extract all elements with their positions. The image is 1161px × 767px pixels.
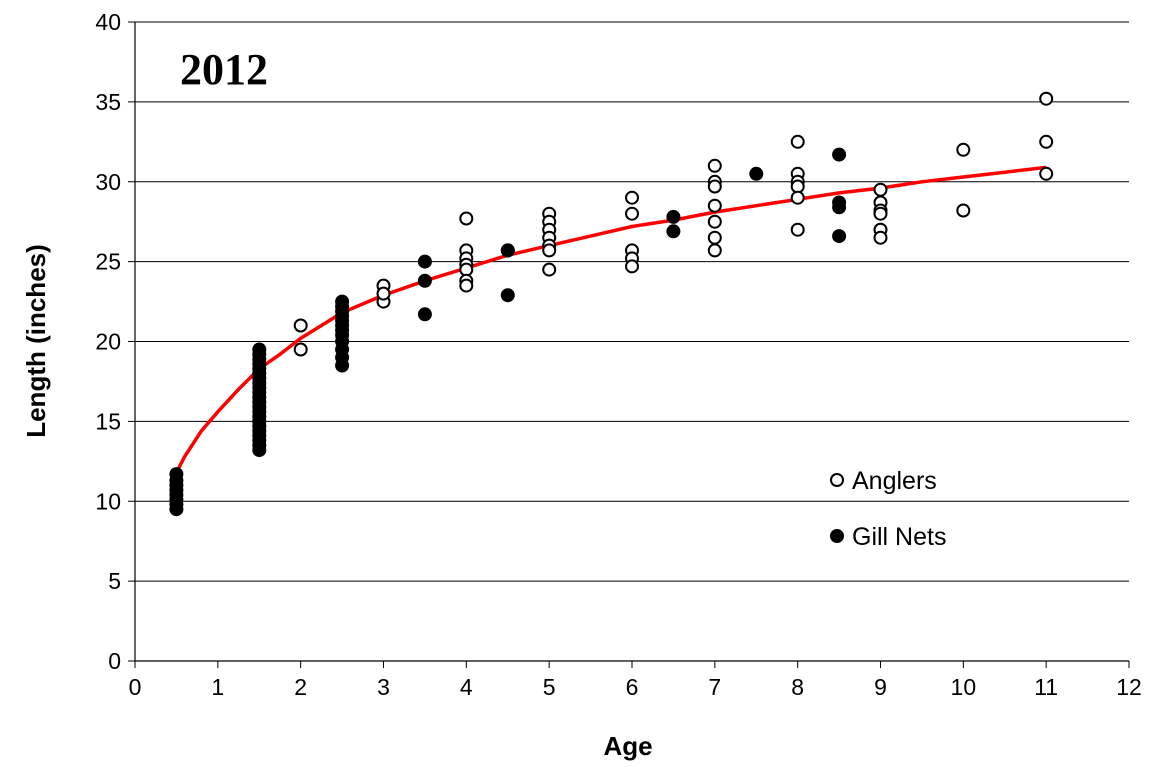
anglers-point-28 (707, 198, 722, 213)
gill-nets-point-53 (832, 229, 847, 244)
x-tick-label-12: 12 (1116, 674, 1142, 700)
anglers-point-18 (542, 243, 557, 258)
gill-nets-point-47 (666, 209, 681, 224)
gill-nets-point-44 (417, 307, 432, 322)
gill-nets-point-7 (169, 502, 184, 517)
x-tick-label-9: 9 (874, 674, 887, 700)
legend-gill-nets-marker (830, 529, 844, 543)
gill-nets-point-41 (335, 358, 350, 373)
gill-nets-point-50 (832, 147, 847, 162)
x-tick-label-6: 6 (626, 674, 639, 700)
legend-anglers-marker (830, 473, 844, 487)
anglers-point-41 (873, 206, 888, 221)
x-tick-label-7: 7 (708, 674, 721, 700)
x-tick-label-5: 5 (543, 674, 556, 700)
anglers-point-27 (707, 179, 722, 194)
y-tick-label-10: 10 (95, 488, 121, 514)
anglers-point-32 (790, 134, 805, 149)
anglers-point-0 (293, 318, 308, 333)
y-tick-label-20: 20 (95, 329, 121, 355)
gill-nets-point-42 (417, 254, 432, 269)
anglers-point-11 (459, 278, 474, 293)
y-tick-label-35: 35 (95, 89, 121, 115)
x-axis-title: Age (603, 731, 652, 761)
x-tick-label-10: 10 (951, 674, 977, 700)
marker-layer (169, 91, 1054, 517)
anglers-point-44 (956, 142, 971, 157)
anglers-point-30 (707, 230, 722, 245)
anglers-point-36 (790, 190, 805, 205)
y-tick-label-5: 5 (108, 568, 121, 594)
x-tick-label-1: 1 (211, 674, 224, 700)
anglers-point-38 (873, 182, 888, 197)
anglers-point-29 (707, 214, 722, 229)
grid-layer (135, 21, 1129, 582)
x-tick-label-3: 3 (377, 674, 390, 700)
anglers-point-43 (873, 230, 888, 245)
chart-title: 2012 (180, 45, 268, 94)
gill-nets-point-45 (500, 243, 515, 258)
legend-anglers-label: Anglers (852, 467, 937, 495)
x-tick-label-0: 0 (129, 674, 142, 700)
gill-nets-point-29 (252, 443, 267, 458)
x-tick-label-2: 2 (294, 674, 307, 700)
legend: Anglers Gill Nets (830, 467, 946, 551)
y-tick-label-40: 40 (95, 9, 121, 35)
x-tick-label-8: 8 (791, 674, 804, 700)
anglers-point-25 (707, 158, 722, 173)
anglers-point-48 (1039, 166, 1054, 181)
anglers-point-5 (459, 211, 474, 226)
anglers-point-21 (625, 206, 639, 221)
y-tick-label-25: 25 (95, 249, 121, 275)
y-tick-label-15: 15 (95, 408, 121, 434)
anglers-point-37 (790, 222, 805, 237)
y-tick-label-0: 0 (108, 648, 121, 674)
anglers-point-4 (376, 286, 391, 301)
y-axis-title: Length (inches) (21, 244, 51, 438)
gill-nets-point-43 (417, 273, 432, 288)
anglers-point-45 (956, 203, 971, 218)
anglers-point-20 (625, 190, 639, 205)
x-tick-label-11: 11 (1034, 674, 1058, 700)
anglers-point-1 (293, 342, 308, 357)
x-tick-label-4: 4 (460, 674, 473, 700)
trend-layer (174, 165, 1047, 474)
y-tick-label-30: 30 (95, 169, 121, 195)
gill-nets-point-49 (749, 166, 764, 181)
legend-gill-nets-label: Gill Nets (852, 523, 946, 551)
anglers-point-31 (707, 243, 722, 258)
gill-nets-point-52 (832, 200, 847, 215)
gill-nets-point-46 (500, 288, 515, 303)
anglers-point-24 (625, 259, 639, 274)
anglers-point-19 (542, 262, 557, 277)
gill-nets-point-48 (666, 224, 681, 239)
anglers-point-46 (1039, 91, 1054, 106)
trend-line (174, 165, 1047, 474)
anglers-point-47 (1039, 134, 1054, 149)
